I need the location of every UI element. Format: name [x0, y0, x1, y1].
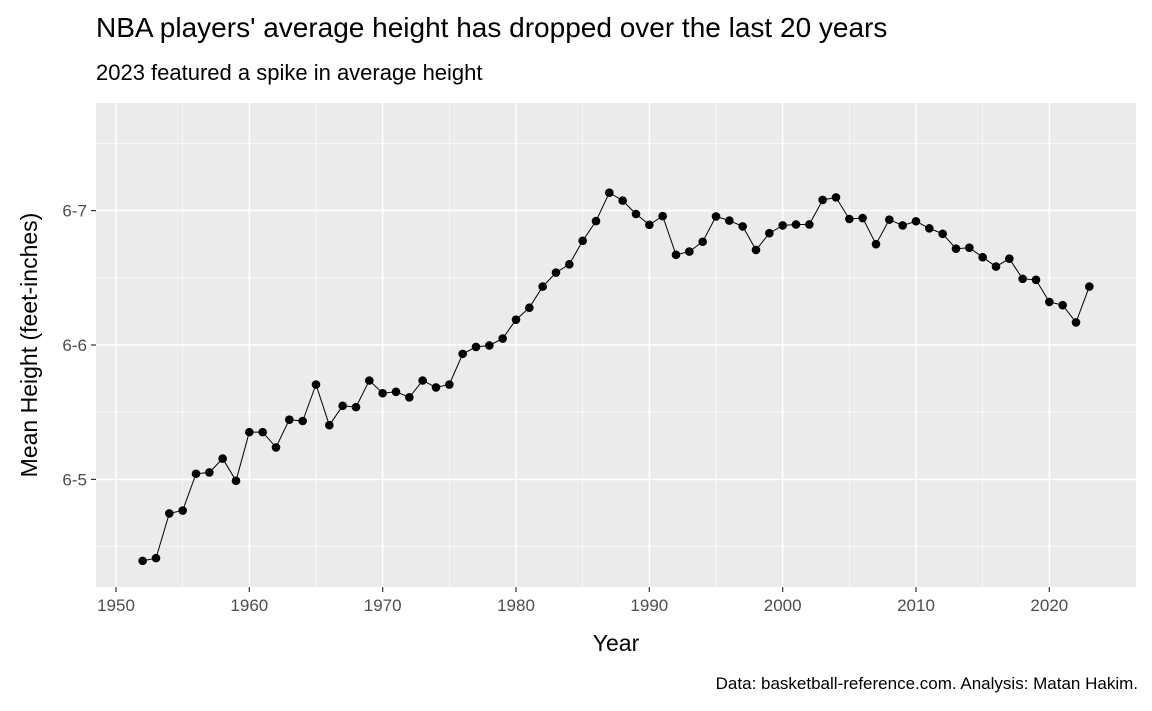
- data-point: [151, 553, 161, 563]
- data-point: [365, 376, 374, 385]
- y-tick-label: 6-5: [62, 470, 87, 489]
- data-point: [898, 221, 907, 230]
- data-point: [858, 213, 867, 223]
- data-point: [431, 383, 441, 392]
- y-tick-label: 6-6: [62, 336, 87, 355]
- data-point: [1071, 318, 1081, 327]
- data-point: [671, 250, 681, 260]
- data-point: [871, 239, 881, 249]
- x-tick-label: 2010: [897, 596, 935, 615]
- data-point: [765, 228, 774, 238]
- data-point: [218, 454, 227, 463]
- data-point: [285, 415, 294, 424]
- data-point: [271, 443, 281, 452]
- data-point: [805, 220, 814, 229]
- data-point: [1031, 275, 1041, 285]
- data-point: [351, 402, 361, 412]
- data-point: [405, 392, 414, 402]
- data-point: [458, 349, 467, 359]
- chart-caption: Data: basketball-reference.com. Analysis…: [715, 674, 1138, 693]
- data-point: [605, 188, 614, 198]
- data-point: [445, 380, 454, 389]
- data-point: [525, 303, 534, 313]
- chart-title: NBA players' average height has dropped …: [96, 12, 888, 43]
- data-point: [631, 209, 641, 219]
- data-point: [1085, 282, 1094, 291]
- data-point: [1005, 254, 1014, 263]
- data-point: [1018, 274, 1027, 284]
- data-point: [205, 468, 214, 477]
- data-point: [818, 195, 827, 205]
- data-point: [325, 420, 334, 430]
- y-tick-label: 6-7: [62, 202, 87, 221]
- x-tick-label: 1970: [364, 596, 402, 615]
- data-point: [831, 193, 841, 202]
- data-point: [978, 252, 987, 262]
- data-point: [991, 262, 1001, 271]
- data-point: [738, 222, 747, 231]
- x-tick-label: 2020: [1030, 596, 1068, 615]
- data-point: [911, 216, 921, 226]
- data-point: [938, 229, 947, 239]
- x-axis-title: Year: [593, 630, 640, 656]
- data-point: [685, 247, 694, 256]
- data-point: [391, 387, 401, 397]
- data-point: [845, 214, 854, 224]
- data-point: [178, 506, 187, 515]
- data-point: [591, 216, 601, 226]
- axes: 1950 1960 1970 1980 1990 2000 2010 2020 6-5 6-6 6-…: [62, 202, 1068, 615]
- x-tick-label: 1950: [97, 596, 135, 615]
- y-axis-title: Mean Height (feet-inches): [16, 213, 42, 478]
- data-point: [191, 469, 201, 479]
- data-point: [698, 237, 707, 247]
- data-point: [658, 211, 667, 221]
- data-point: [551, 268, 561, 277]
- x-tick-label: 1980: [497, 596, 535, 615]
- data-point: [965, 243, 974, 253]
- gridlines: [96, 103, 1136, 587]
- data-point: [725, 216, 734, 225]
- data-point: [565, 260, 574, 269]
- data-point: [791, 220, 801, 229]
- data-point: [258, 427, 267, 437]
- data-point: [618, 196, 627, 205]
- data-point: [471, 342, 481, 352]
- data-point: [378, 388, 387, 398]
- data-point: [538, 282, 547, 291]
- chart-subtitle: 2023 featured a spike in average height: [96, 60, 483, 85]
- data-point: [231, 476, 241, 486]
- data-point: [578, 236, 587, 246]
- x-tick-label: 2000: [764, 596, 802, 615]
- data-point: [311, 380, 321, 389]
- data-point: [885, 215, 894, 224]
- data-point: [511, 315, 521, 324]
- data-point: [751, 245, 761, 255]
- data-point: [485, 341, 494, 350]
- data-point: [165, 509, 174, 518]
- data-point: [138, 556, 147, 566]
- data-point: [645, 220, 654, 230]
- data-point: [298, 416, 307, 426]
- data-point: [338, 401, 347, 411]
- data-point: [711, 212, 721, 221]
- data-points: [138, 188, 1094, 566]
- data-point: [1058, 300, 1067, 310]
- data-point: [418, 376, 427, 385]
- data-point: [951, 244, 961, 253]
- data-point: [1045, 297, 1054, 307]
- x-tick-label: 1960: [230, 596, 268, 615]
- x-tick-label: 1990: [630, 596, 668, 615]
- data-point: [245, 427, 254, 437]
- data-point: [778, 221, 787, 230]
- data-point: [925, 224, 934, 233]
- data-point: [498, 334, 507, 343]
